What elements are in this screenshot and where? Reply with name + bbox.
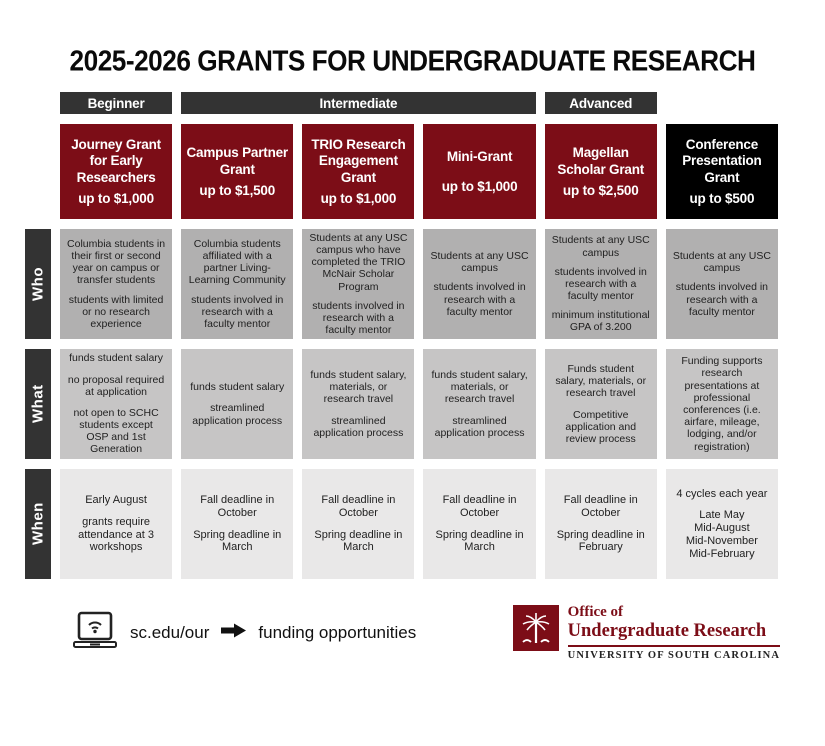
category-intermediate: Intermediate <box>181 92 536 114</box>
category-advanced: Advanced <box>544 92 657 114</box>
grant-amount: up to $1,500 <box>199 182 276 198</box>
grant-amount: up to $1,000 <box>78 191 154 207</box>
footer: sc.edu/our funding opportunities <box>0 604 825 662</box>
table-cell: Columbia students affiliated with a part… <box>181 229 294 339</box>
grant-amount: up to $1,000 <box>441 179 518 195</box>
grant-amount: up to $500 <box>689 191 755 207</box>
grant-header-trio: TRIO Research Engagement Grant up to $1,… <box>302 124 415 219</box>
grant-amount: up to $2,500 <box>562 182 639 198</box>
grant-name: Journey Grant for Early Researchers <box>71 136 161 185</box>
usc-logo: Office of Undergraduate Research UNIVERS… <box>512 604 780 662</box>
table-cell: Students at any USC campus students invol… <box>423 229 536 339</box>
table-cell: Fall deadline in October Spring deadline … <box>302 469 415 579</box>
grant-name: Magellan Scholar Grant <box>557 145 645 177</box>
grant-header-journey: Journey Grant for Early Researchers up t… <box>60 124 173 219</box>
table-cell: Fall deadline in October Spring deadline … <box>423 469 536 579</box>
grant-amount: up to $1,000 <box>320 191 397 207</box>
grant-name: TRIO Research Engagement Grant <box>311 136 406 185</box>
grant-name: Mini-Grant <box>446 148 513 164</box>
row-label-what: What <box>25 349 51 459</box>
table-cell: Students at any USC campus students invol… <box>665 229 778 339</box>
laptop-wifi-icon <box>72 611 118 656</box>
logo-divider <box>567 645 780 648</box>
row-label-when: When <box>25 469 51 579</box>
table-cell: funds student salary, materials, or rese… <box>423 349 536 459</box>
table-cell: Early August grants require attendance at… <box>60 469 173 579</box>
table-cell: funds student salary streamlined applicat… <box>181 349 294 459</box>
arrow-icon <box>221 623 247 643</box>
category-beginner: Beginner <box>60 92 173 114</box>
grant-header-campus-partner: Campus Partner Grant up to $1,500 <box>181 124 294 219</box>
table-cell: Funding supports research presentations … <box>665 349 778 459</box>
row-label-who: Who <box>25 229 51 339</box>
table-cell: funds student salary no proposal required… <box>60 349 173 459</box>
grant-header-magellan: Magellan Scholar Grant up to $2,500 <box>544 124 657 219</box>
table-cell: Students at any USC campus students invol… <box>544 229 657 339</box>
grant-header-conference: Conference Presentation Grant up to $500 <box>665 124 778 219</box>
table-cell: funds student salary, materials, or rese… <box>302 349 415 459</box>
logo-undergraduate-research: Undergraduate Research <box>567 620 767 641</box>
grant-name: Conference Presentation Grant <box>682 136 762 185</box>
logo-university-name: UNIVERSITY OF SOUTH CAROLINA <box>567 650 780 662</box>
grant-name: Campus Partner Grant <box>186 145 289 177</box>
table-cell: 4 cycles each year Late May Mid-August Mi… <box>665 469 778 579</box>
table-cell: Students at any USC campus who have comp… <box>302 229 415 339</box>
grant-header-mini: Mini-Grant up to $1,000 <box>423 124 536 219</box>
palmetto-tree-icon <box>512 605 559 651</box>
grants-table: Beginner Intermediate Advanced Journey G… <box>25 92 778 579</box>
table-cell: Columbia students in their first or seco… <box>60 229 173 339</box>
page-title: 2025-2026 GRANTS FOR UNDERGRADUATE RESEA… <box>69 45 756 77</box>
table-cell: Fall deadline in October Spring deadline … <box>544 469 657 579</box>
table-cell: Fall deadline in October Spring deadline … <box>181 469 294 579</box>
funding-opportunities-label: funding opportunities <box>258 623 417 642</box>
logo-office-of: Office of <box>567 604 624 620</box>
logo-text: Office of Undergraduate Research UNIVERS… <box>567 604 780 662</box>
table-cell: Funds student salary, materials, or rese… <box>544 349 657 459</box>
footer-link-group: sc.edu/our funding opportunities <box>72 611 416 656</box>
website-url: sc.edu/our <box>130 623 210 642</box>
